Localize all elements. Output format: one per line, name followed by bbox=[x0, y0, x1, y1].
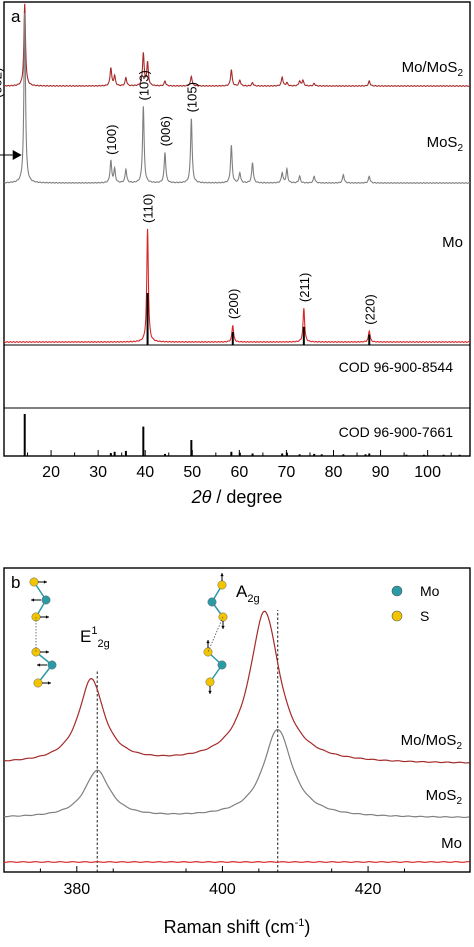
xrd-x-axis-label-symbol: 2θ bbox=[191, 487, 212, 507]
displacement-arrow-head bbox=[208, 690, 212, 694]
peak-label-arrow bbox=[12, 150, 22, 160]
displacement-arrow-head bbox=[221, 625, 225, 629]
raman-mode-label: A2g bbox=[236, 582, 260, 605]
mo-atom-icon bbox=[207, 597, 217, 607]
xrd-line-mos2 bbox=[3, 13, 471, 184]
raman-series-label-mo-mos2: Mo/MoS2 bbox=[401, 732, 463, 752]
peak-label: (002) bbox=[0, 68, 5, 98]
series-label-text: Mo bbox=[441, 835, 462, 852]
mo-atom-icon bbox=[47, 660, 57, 670]
peak-label: (006) bbox=[158, 116, 173, 146]
series-label-subscript: 2 bbox=[457, 143, 463, 154]
panel-label-b: b bbox=[11, 573, 20, 592]
peak-label: (105) bbox=[184, 82, 199, 112]
raman-x-axis-label-part: Raman shift (cm bbox=[164, 917, 295, 937]
raman-x-tick-label: 400 bbox=[209, 881, 236, 898]
raman-x-axis-label: Raman shift (cm-1) bbox=[164, 917, 311, 937]
raman-x-axis-label-part: -1 bbox=[295, 917, 305, 929]
raman-series-label-mo: Mo bbox=[441, 835, 462, 852]
raman-x-axis-label-part: ) bbox=[304, 917, 310, 937]
legend-atom-s bbox=[391, 610, 403, 622]
raman-mode-superscript: 1 bbox=[91, 625, 97, 637]
legend-label-s: S bbox=[420, 608, 429, 624]
legend-label-mo: Mo bbox=[420, 583, 440, 599]
mo-atom-icon bbox=[41, 595, 51, 605]
series-label-text: Mo bbox=[442, 234, 463, 251]
xrd-x-tick-label: 50 bbox=[183, 464, 201, 481]
panel-label-a: a bbox=[11, 7, 21, 26]
xrd-series-label-mo-mos2: Mo/MoS2 bbox=[402, 59, 464, 79]
xrd-plot-frame bbox=[3, 1, 471, 457]
series-label-text: MoS bbox=[427, 134, 458, 151]
displacement-arrow-head bbox=[43, 580, 47, 584]
series-label-text: MoS bbox=[426, 787, 457, 804]
series-label-text: Mo/MoS bbox=[401, 732, 457, 749]
raman-x-tick-label: 420 bbox=[355, 881, 382, 898]
series-label-subscript: 2 bbox=[456, 741, 462, 752]
xrd-x-tick-label: 80 bbox=[325, 464, 343, 481]
xrd-x-axis-label: 2θ / degree bbox=[191, 487, 283, 507]
xrd-line-mo bbox=[3, 228, 471, 343]
displacement-arrow-head bbox=[47, 681, 51, 685]
raman-line-mos2 bbox=[3, 728, 470, 819]
xrd-x-tick-label: 30 bbox=[89, 464, 107, 481]
raman-mode-label: E12g bbox=[80, 625, 110, 650]
raman-mode-symbol: E bbox=[80, 627, 91, 646]
displacement-arrow-head bbox=[31, 598, 35, 602]
displacement-arrow-head bbox=[45, 650, 49, 654]
xrd-x-tick-label: 70 bbox=[278, 464, 296, 481]
raman-mode-subscript: 2g bbox=[247, 593, 259, 605]
peak-label: (200) bbox=[226, 289, 241, 319]
raman-series-label-mos2: MoS2 bbox=[426, 787, 463, 807]
displacement-arrow-head bbox=[37, 663, 41, 667]
raman-line-mo-mos2 bbox=[3, 610, 470, 764]
peak-label: (100) bbox=[104, 125, 119, 155]
series-label-text: Mo/MoS bbox=[402, 59, 458, 76]
xrd-series-label-mos2: MoS2 bbox=[427, 134, 464, 154]
xrd-x-tick-label: 40 bbox=[136, 464, 154, 481]
displacement-arrow-head bbox=[220, 573, 224, 577]
series-label-subscript: 2 bbox=[456, 796, 462, 807]
s-atom-icon bbox=[217, 580, 227, 590]
displacement-arrow-head bbox=[206, 640, 210, 644]
raman-plot-frame bbox=[3, 567, 471, 873]
series-label-subscript: 2 bbox=[457, 68, 463, 79]
legend-atom-mo bbox=[391, 585, 403, 597]
xrd-series-label-mo: Mo bbox=[442, 234, 463, 251]
bond bbox=[207, 616, 224, 653]
raman-mode-symbol: A bbox=[236, 582, 248, 601]
raman-x-tick-label: 380 bbox=[63, 881, 90, 898]
raman-mode-subscript: 2g bbox=[97, 638, 109, 650]
peak-label: (103) bbox=[136, 70, 151, 100]
xrd-x-tick-label: 60 bbox=[230, 464, 248, 481]
xrd-line-mo-mos2 bbox=[3, 3, 471, 87]
xrd-x-tick-label: 100 bbox=[414, 464, 441, 481]
s-atom-icon bbox=[33, 678, 43, 688]
peak-label: (220) bbox=[362, 294, 377, 324]
reference-label-cod-96-900-7661: COD 96-900-7661 bbox=[339, 424, 454, 440]
raman-line-mo bbox=[3, 861, 470, 863]
xrd-x-tick-label: 90 bbox=[372, 464, 390, 481]
xrd-x-tick-label: 20 bbox=[42, 464, 60, 481]
peak-label: (211) bbox=[297, 273, 312, 302]
s-atom-icon bbox=[205, 677, 215, 687]
s-atom-icon bbox=[29, 577, 39, 587]
reference-label-cod-96-900-8544: COD 96-900-8544 bbox=[339, 359, 454, 375]
peak-label: (110) bbox=[141, 194, 156, 223]
mo-atom-icon bbox=[217, 660, 227, 670]
displacement-arrow-head bbox=[45, 615, 49, 619]
xrd-x-axis-label-unit: / degree bbox=[211, 487, 282, 507]
